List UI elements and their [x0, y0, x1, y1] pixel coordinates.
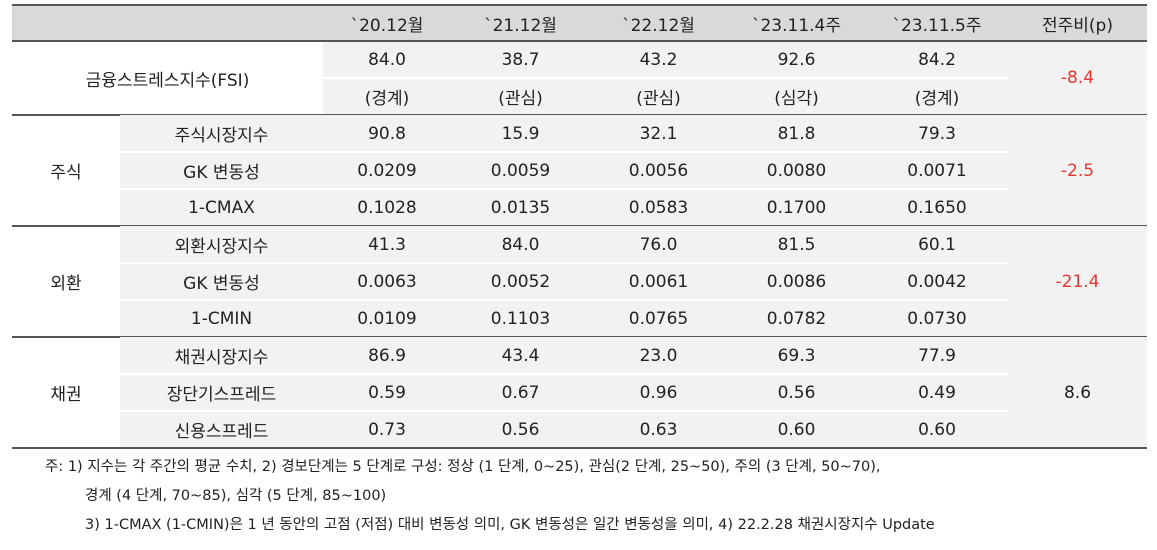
level-cell: (경계)	[866, 78, 1008, 115]
change-cell: 8.6	[1008, 337, 1147, 448]
value-cell: 32.1	[590, 115, 727, 152]
value-cell: 76.0	[590, 226, 727, 263]
change-cell: -8.4	[1008, 41, 1147, 115]
value-cell: 0.96	[590, 374, 727, 411]
value-cell: 0.56	[727, 374, 866, 411]
row-label: 1-CMAX	[120, 189, 323, 226]
header-cell: 전주비(p)	[1042, 15, 1113, 36]
value-cell: 0.60	[727, 411, 866, 448]
row-separator	[323, 77, 1008, 79]
value-cell: 0.0063	[323, 263, 451, 300]
row-label: 신용스프레드	[120, 411, 323, 448]
section-line	[12, 40, 1147, 42]
value-cell: 84.0	[451, 226, 590, 263]
row-separator	[120, 151, 1008, 153]
value-cell: 92.6	[727, 41, 866, 78]
value-cell: 0.1103	[451, 300, 590, 337]
value-cell: 0.0086	[727, 263, 866, 300]
footnote: 경계 (4 단계, 70~85), 심각 (5 단계, 85~100)	[85, 488, 387, 504]
value-cell: 41.3	[323, 226, 451, 263]
value-cell: 0.67	[451, 374, 590, 411]
row-separator	[120, 373, 1008, 375]
row-label: 외환시장지수	[120, 226, 323, 263]
value-cell: 81.5	[727, 226, 866, 263]
section-line	[12, 447, 1147, 449]
value-cell: 15.9	[451, 115, 590, 152]
header-cell: `23.11.5주	[892, 15, 982, 36]
header-cell: `20.12월	[350, 15, 424, 36]
value-cell: 86.9	[323, 337, 451, 374]
value-cell: 38.7	[451, 41, 590, 78]
value-cell: 0.56	[451, 411, 590, 448]
value-cell: 0.1700	[727, 189, 866, 226]
change-cell: -21.4	[1008, 226, 1147, 337]
value-cell: 0.0056	[590, 152, 727, 189]
section-line	[12, 225, 1147, 227]
value-cell: 0.0782	[727, 300, 866, 337]
value-cell: 90.8	[323, 115, 451, 152]
value-cell: 0.0042	[866, 263, 1008, 300]
header-row	[12, 5, 1147, 41]
value-cell: 0.63	[590, 411, 727, 448]
header-cell: `23.11.4주	[751, 15, 842, 36]
level-cell: (관심)	[590, 78, 727, 115]
level-cell: (심각)	[727, 78, 866, 115]
value-cell: 0.0109	[323, 300, 451, 337]
value-cell: 60.1	[866, 226, 1008, 263]
value-cell: 0.60	[866, 411, 1008, 448]
value-cell: 0.0765	[590, 300, 727, 337]
row-separator	[120, 299, 1008, 301]
value-cell: 0.1028	[323, 189, 451, 226]
row-label: GK 변동성	[120, 263, 323, 300]
value-cell: 0.0071	[866, 152, 1008, 189]
row-label: 금융스트레스지수(FSI)	[85, 70, 250, 91]
value-cell: 69.3	[727, 337, 866, 374]
section-line	[12, 336, 1147, 338]
group-label: 채권	[50, 385, 82, 405]
group-label: 외환	[50, 274, 82, 294]
value-cell: 0.0209	[323, 152, 451, 189]
value-cell: 43.2	[590, 41, 727, 78]
row-separator	[120, 188, 1008, 190]
value-cell: 81.8	[727, 115, 866, 152]
value-cell: 0.0052	[451, 263, 590, 300]
footnote: 주: 1) 지수는 각 주간의 평균 수치, 2) 경보단계는 5 단계로 구성…	[45, 459, 881, 475]
value-cell: 79.3	[866, 115, 1008, 152]
value-cell: 0.0059	[451, 152, 590, 189]
row-label: 1-CMIN	[120, 300, 323, 337]
row-label: 장단기스프레드	[120, 374, 323, 411]
value-cell: 43.4	[451, 337, 590, 374]
row-label: 채권시장지수	[120, 337, 323, 374]
row-label: GK 변동성	[120, 152, 323, 189]
value-cell: 0.0730	[866, 300, 1008, 337]
level-cell: (경계)	[323, 78, 451, 115]
header-cell: `22.12월	[622, 15, 695, 36]
value-cell: 0.49	[866, 374, 1008, 411]
row-separator	[120, 410, 1008, 412]
value-cell: 23.0	[590, 337, 727, 374]
value-cell: 84.2	[866, 41, 1008, 78]
header-cell: `21.12월	[484, 15, 557, 36]
group-label: 주식	[50, 163, 82, 183]
value-cell: 0.59	[323, 374, 451, 411]
value-cell: 0.1650	[866, 189, 1008, 226]
row-separator	[120, 262, 1008, 264]
value-cell: 0.0061	[590, 263, 727, 300]
section-line	[12, 114, 1147, 116]
value-cell: 0.73	[323, 411, 451, 448]
change-cell: -2.5	[1008, 115, 1147, 226]
value-cell: 0.0135	[451, 189, 590, 226]
row-label: 주식시장지수	[120, 115, 323, 152]
section-line	[12, 4, 1147, 6]
footnote: 3) 1-CMAX (1-CMIN)은 1 년 동안의 고점 (저점) 대비 변…	[85, 517, 935, 533]
value-cell: 0.0583	[590, 189, 727, 226]
value-cell: 77.9	[866, 337, 1008, 374]
value-cell: 0.0080	[727, 152, 866, 189]
level-cell: (관심)	[451, 78, 590, 115]
value-cell: 84.0	[323, 41, 451, 78]
